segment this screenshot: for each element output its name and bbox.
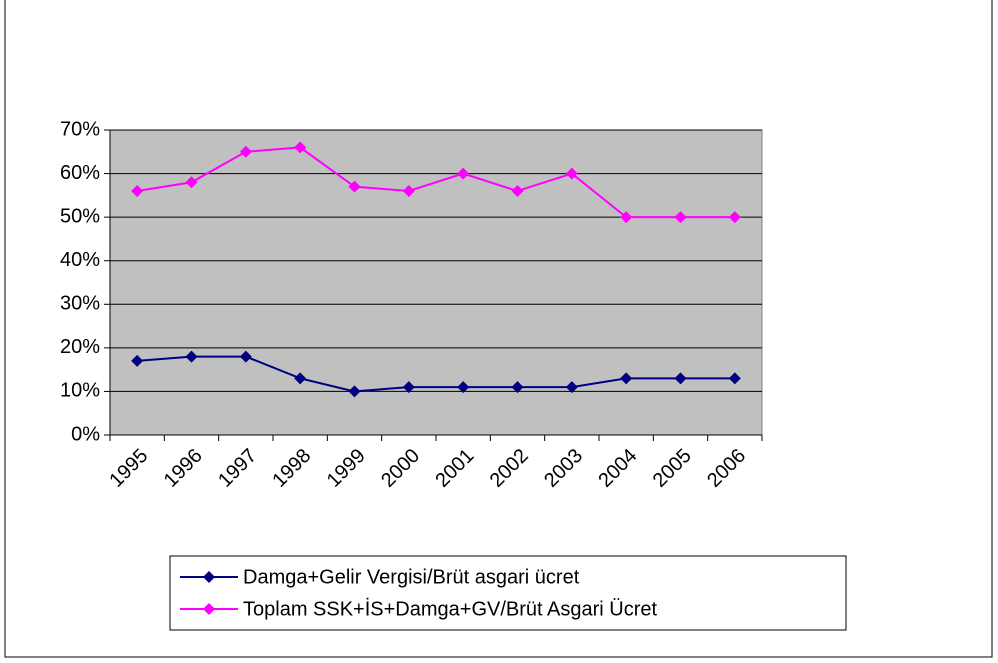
point-marker (185, 350, 198, 363)
legend-marker (203, 571, 215, 583)
y-tick-label: 30% (60, 293, 100, 315)
y-tick-label: 60% (60, 162, 100, 184)
legend-label: Damga+Gelir Vergisi/Brüt asgari ücret (243, 566, 580, 588)
point-marker (402, 381, 415, 394)
y-tick-label: 70% (60, 118, 100, 140)
point-marker (565, 167, 578, 180)
series-line (137, 355, 735, 393)
point-marker (620, 372, 633, 385)
y-tick-label: 50% (60, 205, 100, 227)
y-tick-label: 0% (71, 423, 100, 445)
point-marker (131, 185, 144, 197)
y-tick-label: 10% (60, 380, 100, 402)
point-marker (511, 185, 524, 197)
point-marker (674, 211, 687, 224)
legend-box (169, 555, 847, 631)
point-marker (457, 167, 470, 180)
legend-marker (203, 603, 215, 615)
legend-label: Toplam SSK+İS+Damga+GV/Brüt Asgari Ücret (243, 597, 658, 620)
point-marker (402, 185, 415, 197)
point-marker (348, 180, 361, 193)
point-marker (565, 381, 578, 394)
point-marker (239, 145, 252, 158)
plot-area (109, 129, 763, 436)
point-marker (294, 141, 307, 154)
point-marker (348, 385, 361, 398)
y-tick-label: 20% (60, 336, 100, 358)
series-line (137, 146, 735, 219)
point-marker (728, 211, 741, 224)
point-marker (511, 381, 524, 394)
point-marker (294, 372, 307, 385)
point-marker (620, 211, 633, 224)
point-marker (457, 381, 470, 394)
point-marker (239, 350, 252, 363)
point-marker (728, 372, 741, 385)
point-marker (131, 354, 144, 367)
point-marker (185, 176, 198, 189)
y-tick-label: 40% (60, 249, 100, 271)
point-marker (674, 372, 687, 385)
